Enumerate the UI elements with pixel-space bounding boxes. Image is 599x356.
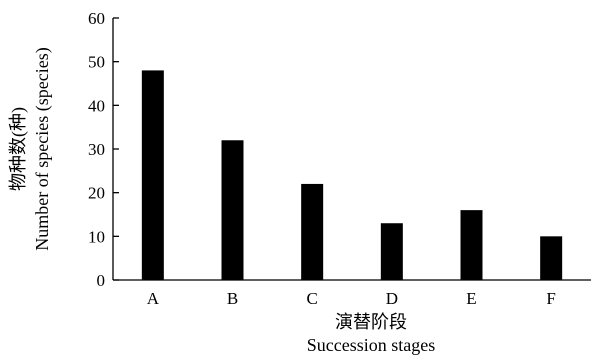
y-tick-label: 30 [88,140,105,159]
bar-C [301,183,324,280]
bar-B [221,140,244,280]
y-axis-ticks: 0 10 20 30 40 50 60 [88,9,119,290]
y-tick-label: 10 [88,227,105,246]
x-tick-label: C [306,289,317,308]
y-axis-label: 物种数(种) [8,107,29,191]
x-tick-label: D [386,289,398,308]
bar-F [540,236,563,280]
bar-D [380,223,403,280]
bar-E [460,210,483,280]
x-axis-label: 演替阶段 [335,312,407,332]
x-axis-ticks: A B C D E F [147,274,556,308]
x-axis-label-en: Succession stages [307,335,435,355]
y-tick-label: 60 [88,9,105,28]
x-tick-label: E [466,289,476,308]
y-tick-label: 20 [88,184,105,203]
x-tick-label: B [227,289,238,308]
y-tick-label: 0 [97,271,106,290]
y-axis-label-en: Number of species (species) [32,47,53,250]
bars-group [141,70,563,281]
y-tick-label: 50 [88,53,105,72]
bar-A [141,70,164,281]
x-tick-label: F [546,289,555,308]
x-tick-label: A [147,289,160,308]
y-tick-label: 40 [88,96,105,115]
